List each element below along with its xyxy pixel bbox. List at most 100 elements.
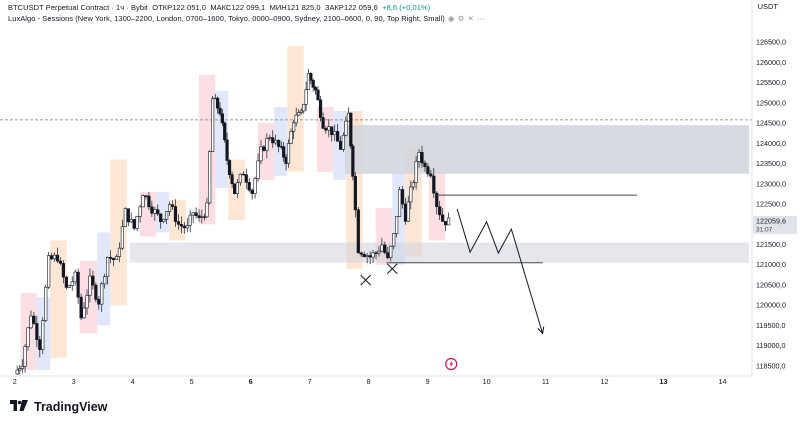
ohlc-close: ЗАКР122 059,6: [324, 3, 378, 12]
candle-body: [262, 146, 266, 151]
candle-body: [395, 216, 399, 235]
candle-body: [144, 195, 148, 197]
candle-body: [194, 212, 198, 216]
candle-body: [227, 160, 232, 176]
candle-body: [159, 213, 163, 223]
candle-body: [211, 98, 215, 152]
price-tick-label: 118500,0: [756, 361, 785, 370]
candle-body: [100, 283, 104, 305]
cross-markers: [360, 263, 398, 286]
candle-body: [185, 225, 189, 229]
candle-body: [289, 131, 293, 144]
more-icon[interactable]: ⋯: [477, 14, 485, 23]
candle-body: [94, 284, 98, 300]
candle-body: [85, 295, 89, 309]
eye-icon[interactable]: ◉: [447, 14, 455, 23]
symbol-title[interactable]: BTCUSDT Perpetual Contract · 1ч · Bybit: [8, 3, 148, 12]
candle-body: [365, 255, 369, 257]
candle-body: [383, 244, 387, 253]
price-chart[interactable]: 118500,0 119000,0 119500,0 120000,0 120500,0…: [0, 0, 800, 395]
candle-body: [392, 233, 396, 247]
candle-body: [197, 215, 201, 218]
time-tick-label: 9: [426, 377, 430, 386]
candle-body: [218, 107, 222, 115]
candle-body: [233, 183, 237, 195]
candle-body: [97, 299, 101, 305]
candle-body: [292, 122, 296, 132]
candle-body: [247, 182, 251, 191]
candle-body: [41, 320, 45, 350]
candle-body: [341, 134, 345, 150]
candle-body: [253, 178, 257, 194]
candle-body: [403, 203, 408, 222]
candle-body: [208, 151, 212, 204]
candle-body: [167, 204, 172, 212]
candle-body: [353, 176, 357, 211]
candle-body: [58, 260, 63, 264]
candle-body: [429, 173, 433, 177]
candle-body: [44, 286, 48, 321]
candle-body: [26, 327, 30, 347]
time-tick-label: 12: [601, 377, 609, 386]
candle-body: [202, 216, 206, 218]
candle-body: [286, 143, 291, 164]
candle-body: [165, 211, 169, 220]
candle-body: [117, 247, 122, 257]
tradingview-brand[interactable]: TradingView: [8, 400, 107, 414]
candle-body: [330, 126, 334, 136]
lightning-icon[interactable]: [445, 357, 458, 371]
candle-body: [321, 117, 325, 129]
cross-marker-icon: [386, 263, 398, 275]
candle-body: [274, 140, 278, 144]
ohlc-low: МИН121 825,0: [269, 3, 321, 12]
candle-body: [238, 173, 242, 183]
symbol-legend[interactable]: BTCUSDT Perpetual Contract · 1ч · Bybit …: [8, 3, 430, 12]
price-tick-label: 119500,0: [756, 321, 785, 330]
session-box-ny: [110, 159, 127, 306]
brand-name: TradingView: [34, 400, 108, 414]
session-box-london: [215, 90, 229, 188]
time-tick-label: 3: [72, 377, 76, 386]
price-tick-label: 126000,0: [756, 58, 786, 67]
candle-body: [250, 189, 254, 194]
candle-body: [182, 225, 186, 229]
candle-body: [50, 255, 54, 260]
session-box-london: [156, 191, 170, 233]
candle-body: [79, 296, 83, 319]
projection-path: [456, 208, 545, 335]
price-tick-label: 125500,0: [756, 78, 786, 87]
candle-body: [150, 206, 154, 214]
candle-body: [336, 131, 340, 142]
candle-body: [309, 73, 313, 81]
currency-label[interactable]: USDT: [757, 2, 778, 11]
candle-body: [316, 89, 320, 101]
candle-body: [38, 339, 42, 350]
candle-countdown: 31:07: [756, 226, 773, 233]
price-tick-label: 126500,0: [756, 38, 786, 47]
candle-body: [15, 369, 19, 375]
candles: [15, 69, 451, 375]
indicator-legend[interactable]: LuxAlgo - Sessions (New York, 1300–2200,…: [8, 14, 485, 23]
candle-body: [435, 192, 439, 208]
price-tick-label: 122500,0: [756, 200, 786, 209]
candle-body: [20, 365, 24, 369]
candle-body: [304, 89, 308, 105]
candle-body: [188, 214, 192, 226]
candle-body: [147, 195, 151, 208]
candle-body: [268, 137, 272, 139]
gear-icon[interactable]: ⚙: [457, 14, 465, 23]
candle-body: [132, 219, 136, 229]
candle-body: [73, 271, 77, 283]
indicator-title[interactable]: LuxAlgo - Sessions (New York, 1300–2200,…: [8, 14, 445, 23]
price-axis: 118500,0 119000,0 119500,0 120000,0 120500,0…: [756, 38, 786, 371]
candle-body: [426, 166, 430, 175]
close-icon[interactable]: ✕: [467, 14, 474, 23]
candle-body: [349, 112, 353, 147]
candle-body: [82, 307, 86, 319]
candle-body: [417, 152, 421, 162]
candle-body: [294, 114, 298, 124]
candle-body: [438, 206, 442, 216]
time-tick-label: 11: [542, 377, 549, 386]
supply-demand-zones: [129, 125, 750, 263]
cross-stroke: [386, 263, 398, 275]
